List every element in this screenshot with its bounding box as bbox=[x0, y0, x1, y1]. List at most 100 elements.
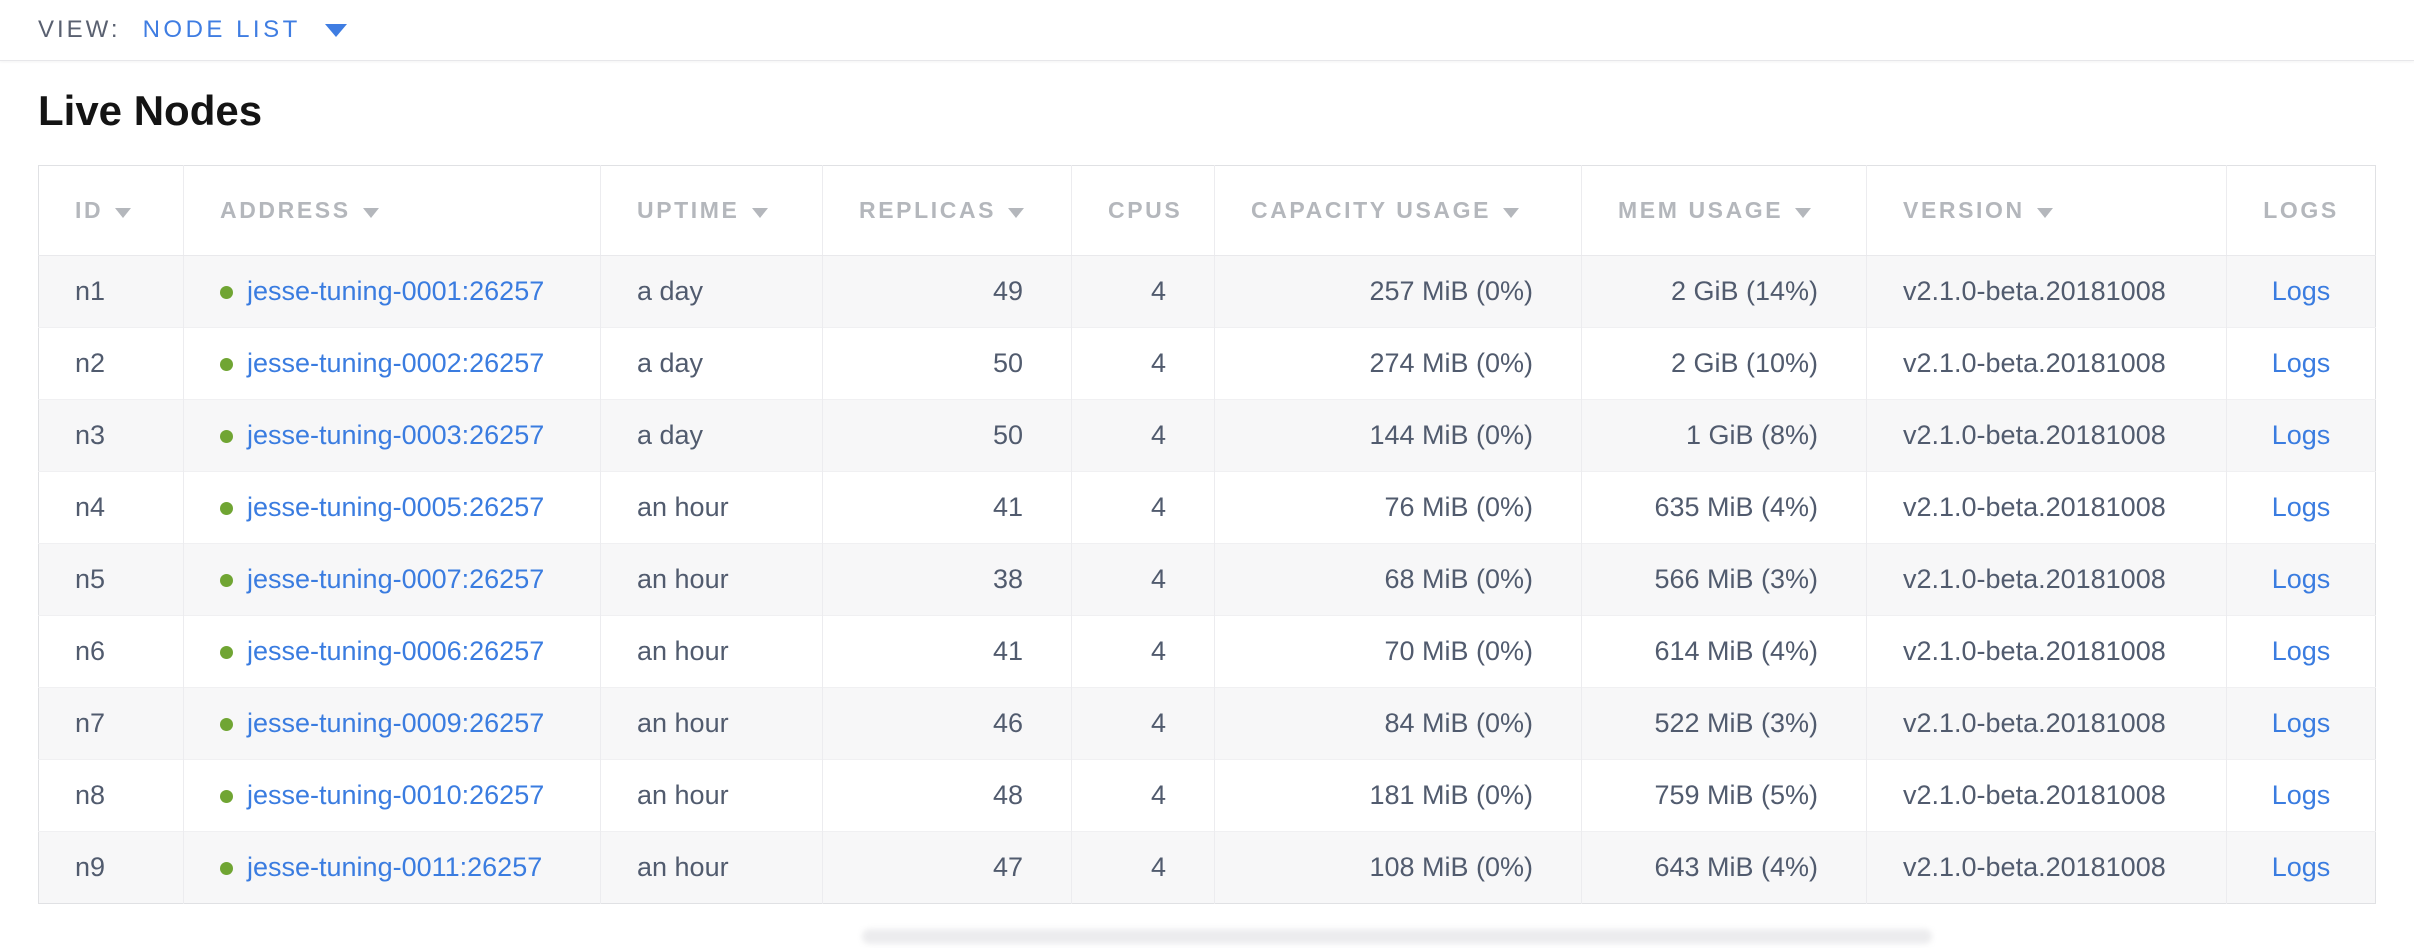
node-cpus-cell: 4 bbox=[1071, 615, 1215, 688]
node-uptime-cell: an hour bbox=[600, 471, 823, 544]
column-header-capacity[interactable]: CAPACITY USAGE bbox=[1214, 165, 1582, 257]
column-header-mem[interactable]: MEM USAGE bbox=[1581, 165, 1867, 257]
node-cpus-cell: 4 bbox=[1071, 399, 1215, 472]
node-uptime-cell: an hour bbox=[600, 615, 823, 688]
node-replicas-cell: 47 bbox=[822, 831, 1072, 904]
node-id-cell: n2 bbox=[38, 327, 184, 400]
node-logs-link[interactable]: Logs bbox=[2271, 780, 2331, 811]
live-nodes-section: Live Nodes ID ADDRESS UPTIME REPLICAS CPUS CA… bbox=[0, 87, 2414, 905]
node-address-link[interactable]: jesse-tuning-0002:26257 bbox=[247, 348, 545, 379]
node-address-cell: jesse-tuning-0003:26257 bbox=[183, 399, 601, 472]
node-id-cell: n7 bbox=[38, 687, 184, 760]
node-logs-cell: Logs bbox=[2226, 327, 2376, 400]
sort-desc-icon bbox=[1503, 208, 1520, 219]
table-row: n2 jesse-tuning-0002:26257 a day 50 4 274 MiB… bbox=[38, 327, 2376, 400]
chevron-down-icon bbox=[324, 23, 347, 37]
scroll-shadow bbox=[862, 929, 1932, 944]
column-header-uptime[interactable]: UPTIME bbox=[600, 165, 823, 257]
node-version-cell: v2.1.0-beta.20181008 bbox=[1866, 327, 2227, 400]
sort-desc-icon bbox=[1008, 208, 1025, 219]
node-capacity-cell: 76 MiB (0%) bbox=[1214, 471, 1582, 544]
node-version-cell: v2.1.0-beta.20181008 bbox=[1866, 399, 2227, 472]
node-address-link[interactable]: jesse-tuning-0010:26257 bbox=[247, 780, 545, 811]
node-logs-link[interactable]: Logs bbox=[2271, 276, 2331, 307]
node-logs-cell: Logs bbox=[2226, 399, 2376, 472]
node-id-cell: n4 bbox=[38, 471, 184, 544]
node-address-link[interactable]: jesse-tuning-0003:26257 bbox=[247, 420, 545, 451]
node-mem-cell: 614 MiB (4%) bbox=[1581, 615, 1867, 688]
column-header-label: UPTIME bbox=[637, 197, 740, 224]
column-header-label: LOGS bbox=[2263, 197, 2339, 224]
node-address-link[interactable]: jesse-tuning-0007:26257 bbox=[247, 564, 545, 595]
column-header-label: VERSION bbox=[1903, 197, 2025, 224]
node-capacity-cell: 70 MiB (0%) bbox=[1214, 615, 1582, 688]
column-header-address[interactable]: ADDRESS bbox=[183, 165, 601, 257]
node-capacity-cell: 84 MiB (0%) bbox=[1214, 687, 1582, 760]
table-body: n1 jesse-tuning-0001:26257 a day 49 4 257 MiB… bbox=[38, 255, 2376, 904]
table-row: n9 jesse-tuning-0011:26257 an hour 47 4 108 M… bbox=[38, 831, 2376, 904]
node-id-cell: n6 bbox=[38, 615, 184, 688]
node-address-link[interactable]: jesse-tuning-0001:26257 bbox=[247, 276, 545, 307]
table-row: n1 jesse-tuning-0001:26257 a day 49 4 257 MiB… bbox=[38, 255, 2376, 328]
node-logs-link[interactable]: Logs bbox=[2271, 852, 2331, 883]
node-logs-cell: Logs bbox=[2226, 687, 2376, 760]
node-address-link[interactable]: jesse-tuning-0011:26257 bbox=[247, 852, 543, 883]
column-header-label: ID bbox=[75, 197, 104, 224]
node-logs-link[interactable]: Logs bbox=[2271, 420, 2331, 451]
node-logs-link[interactable]: Logs bbox=[2271, 708, 2331, 739]
node-replicas-cell: 50 bbox=[822, 327, 1072, 400]
node-live-status-dot bbox=[220, 862, 233, 876]
node-address-cell: jesse-tuning-0002:26257 bbox=[183, 327, 601, 400]
column-header-logs: LOGS bbox=[2226, 165, 2376, 257]
node-mem-cell: 2 GiB (14%) bbox=[1581, 255, 1867, 328]
node-address-cell: jesse-tuning-0009:26257 bbox=[183, 687, 601, 760]
column-header-version[interactable]: VERSION bbox=[1866, 165, 2227, 257]
node-live-status-dot bbox=[220, 718, 233, 732]
node-address-cell: jesse-tuning-0006:26257 bbox=[183, 615, 601, 688]
node-cpus-cell: 4 bbox=[1071, 687, 1215, 760]
node-cpus-cell: 4 bbox=[1071, 327, 1215, 400]
node-logs-link[interactable]: Logs bbox=[2271, 636, 2331, 667]
node-live-status-dot bbox=[220, 646, 233, 660]
column-header-label: ADDRESS bbox=[220, 197, 351, 224]
node-live-status-dot bbox=[220, 502, 233, 516]
node-mem-cell: 522 MiB (3%) bbox=[1581, 687, 1867, 760]
node-capacity-cell: 181 MiB (0%) bbox=[1214, 759, 1582, 832]
node-version-cell: v2.1.0-beta.20181008 bbox=[1866, 471, 2227, 544]
node-replicas-cell: 49 bbox=[822, 255, 1072, 328]
column-header-replicas[interactable]: REPLICAS bbox=[822, 165, 1072, 257]
column-header-label: CAPACITY USAGE bbox=[1251, 197, 1492, 224]
node-uptime-cell: a day bbox=[600, 399, 823, 472]
table-row: n3 jesse-tuning-0003:26257 a day 50 4 144 MiB… bbox=[38, 399, 2376, 472]
node-logs-cell: Logs bbox=[2226, 255, 2376, 328]
sort-desc-icon bbox=[1795, 208, 1812, 219]
node-live-status-dot bbox=[220, 790, 233, 804]
table-row: n5 jesse-tuning-0007:26257 an hour 38 4 68 Mi… bbox=[38, 543, 2376, 616]
column-header-id[interactable]: ID bbox=[38, 165, 184, 257]
sort-desc-icon bbox=[362, 208, 379, 219]
view-label: VIEW: bbox=[38, 16, 121, 43]
node-replicas-cell: 50 bbox=[822, 399, 1072, 472]
column-header-label: CPUS bbox=[1108, 197, 1183, 224]
node-logs-cell: Logs bbox=[2226, 615, 2376, 688]
node-logs-link[interactable]: Logs bbox=[2271, 492, 2331, 523]
node-address-cell: jesse-tuning-0007:26257 bbox=[183, 543, 601, 616]
node-replicas-cell: 41 bbox=[822, 615, 1072, 688]
table-row: n4 jesse-tuning-0005:26257 an hour 41 4 76 Mi… bbox=[38, 471, 2376, 544]
node-id-cell: n9 bbox=[38, 831, 184, 904]
node-live-status-dot bbox=[220, 430, 233, 444]
node-logs-link[interactable]: Logs bbox=[2271, 564, 2331, 595]
node-logs-link[interactable]: Logs bbox=[2271, 348, 2331, 379]
sort-desc-icon bbox=[751, 208, 768, 219]
node-replicas-cell: 38 bbox=[822, 543, 1072, 616]
node-mem-cell: 635 MiB (4%) bbox=[1581, 471, 1867, 544]
node-address-link[interactable]: jesse-tuning-0009:26257 bbox=[247, 708, 545, 739]
node-mem-cell: 759 MiB (5%) bbox=[1581, 759, 1867, 832]
node-address-link[interactable]: jesse-tuning-0006:26257 bbox=[247, 636, 545, 667]
node-uptime-cell: an hour bbox=[600, 831, 823, 904]
table-row: n8 jesse-tuning-0010:26257 an hour 48 4 181 M… bbox=[38, 759, 2376, 832]
node-address-link[interactable]: jesse-tuning-0005:26257 bbox=[247, 492, 545, 523]
view-selector-dropdown[interactable]: NODE LIST bbox=[143, 16, 347, 44]
node-capacity-cell: 108 MiB (0%) bbox=[1214, 831, 1582, 904]
node-cpus-cell: 4 bbox=[1071, 471, 1215, 544]
